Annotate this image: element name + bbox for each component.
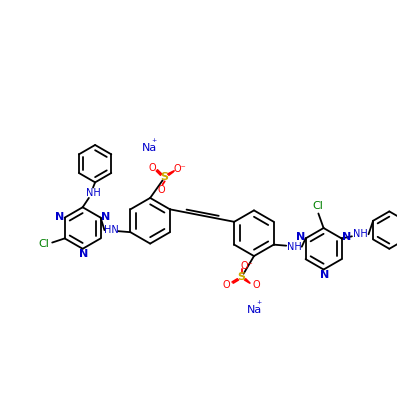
Text: NH: NH [287,242,302,252]
Text: NH: NH [353,229,368,239]
Text: O: O [252,280,260,290]
Text: O⁻: O⁻ [174,164,187,174]
Text: N: N [342,232,351,242]
Text: Cl: Cl [312,201,323,211]
Text: O: O [222,280,230,290]
Text: N: N [296,232,305,242]
Text: ⁺: ⁺ [256,300,262,310]
Text: S: S [161,172,169,182]
Text: O: O [148,163,156,173]
Text: NH: NH [86,188,100,198]
Text: Cl: Cl [38,238,49,248]
Text: S: S [238,272,246,282]
Text: N: N [320,270,329,280]
Text: N: N [101,212,110,222]
Text: N: N [79,249,88,259]
Text: Na: Na [247,305,262,315]
Text: ⁺: ⁺ [152,138,157,148]
Text: N: N [55,212,64,222]
Text: HN: HN [104,225,119,235]
Text: O⁻: O⁻ [240,262,253,272]
Text: Na: Na [142,143,157,153]
Text: O: O [158,185,166,195]
